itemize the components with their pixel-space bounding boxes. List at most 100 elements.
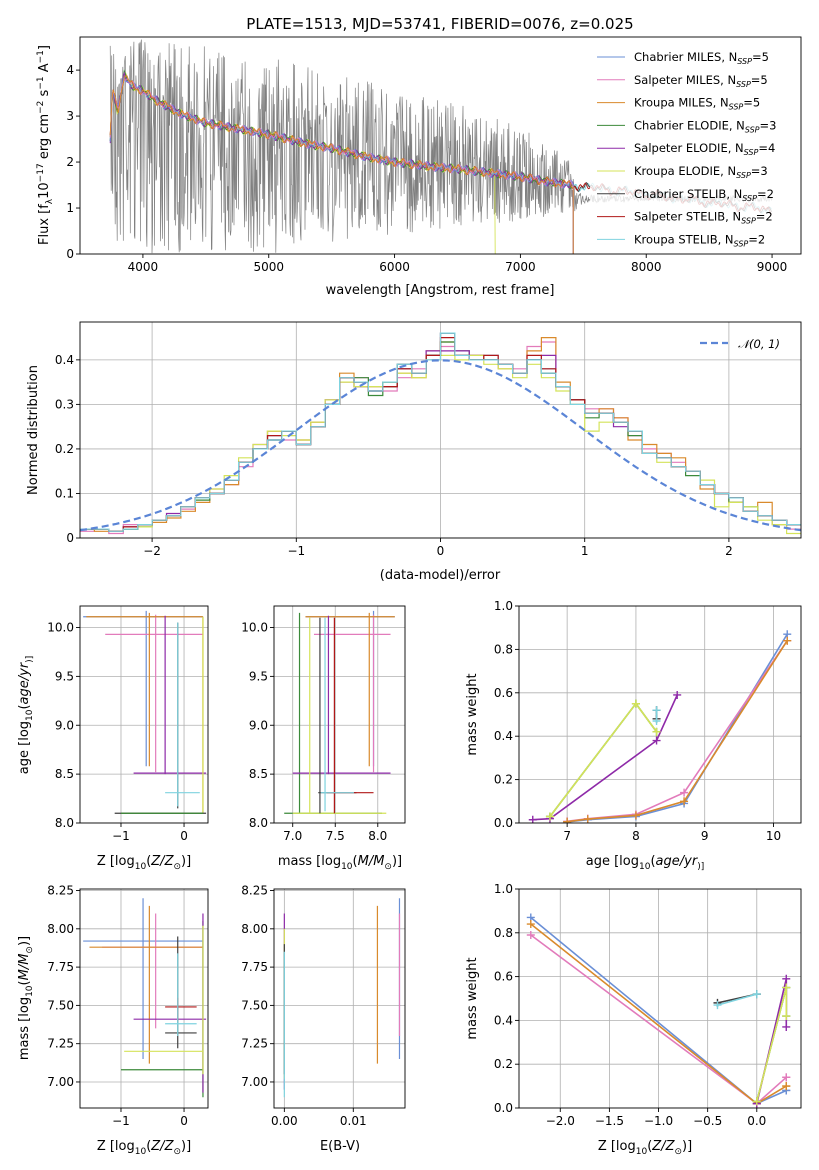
y-axis-label: mass weight (465, 957, 480, 1039)
plus-marker (526, 920, 535, 929)
x-tick-label: −2.0 (546, 1114, 575, 1128)
label-part: ⊙ (173, 1147, 181, 1157)
x-tick-label: −1 (287, 544, 305, 558)
axes-border (79, 605, 209, 824)
y-tick-label: 0.8 (494, 926, 513, 940)
plot-area (80, 606, 208, 823)
x-tick-label: 7000 (505, 260, 536, 274)
axes-frame: 7 8 9 10 0.0 0.2 0.4 0.6 0.8 1.0 mass weight age [l… (465, 599, 802, 872)
axes-frame: −2.0 −1.5 −1.0 −0.5 0.0 0.0 0.2 0.4 0.6 0.8 1.0 mas… (465, 882, 802, 1157)
label-part: Flux [f (37, 204, 52, 245)
x-tick-label: −1 (112, 1114, 130, 1128)
label-part: SSP (745, 125, 760, 134)
label-part: )] (181, 1139, 191, 1154)
label-part: SSP (736, 80, 751, 89)
x-tick-label: 0.00 (271, 1114, 298, 1128)
label-part: 10 (25, 985, 35, 997)
label-part: −2 (36, 101, 46, 114)
y-tick-label: 8.25 (241, 884, 268, 898)
label-part: 10 (25, 709, 35, 721)
label-part: mass [log (278, 854, 341, 869)
label-part: Z/Z (150, 854, 174, 869)
plus-marker (563, 817, 572, 823)
label-part: Z [log (97, 854, 135, 869)
plus-marker (752, 990, 761, 999)
label-part: =4 (758, 141, 775, 155)
label-part: SSP (741, 217, 756, 226)
label-part: SSP (729, 103, 744, 112)
legend-label: Kroupa MILES, NSSP=5 (634, 96, 760, 112)
y-tick-label: 7.50 (241, 998, 268, 1012)
label-part: Kroupa STELIB, N (634, 232, 734, 246)
y-tick-label: 8.0 (249, 816, 268, 830)
x-axis-label: (data-model)/error (380, 568, 501, 583)
plus-marker (782, 1022, 791, 1031)
plus-marker (782, 983, 791, 992)
figure-title: PLATE=1513, MJD=53741, FIBERID=0076, z=0… (246, 15, 633, 33)
x-tick-label: 8 (632, 829, 640, 843)
label-part: Kroupa MILES, N (634, 96, 729, 110)
panel-mass-vs-ebv: 0.00 0.01 7.00 7.25 7.50 7.75 8.00 8.25 E(B-V) (241, 884, 406, 1154)
y-tick-label: 7.75 (241, 960, 268, 974)
label-part: Chabrier MILES, N (634, 50, 737, 64)
y-tick-label: 8.5 (249, 767, 268, 781)
label-part: )] (25, 656, 35, 663)
legend-label: Chabrier STELIB, NSSP=2 (634, 187, 774, 203)
y-tick-label: 0.6 (494, 686, 513, 700)
label-part: age/yr (656, 854, 699, 869)
x-tick-label: 0.01 (340, 1114, 367, 1128)
panel-mass-weight-vs-Z: −2.0 −1.5 −1.0 −0.5 0.0 0.0 0.2 0.4 0.6 0.8 1.0 mas… (465, 882, 802, 1157)
legend-label: Kroupa ELODIE, NSSP=3 (634, 164, 768, 180)
y-axis-label: mass [log10(M/M⊙)] (17, 936, 35, 1060)
legend-label: Chabrier MILES, NSSP=5 (634, 50, 769, 66)
y-tick-label: 8.5 (55, 767, 74, 781)
x-tick-label: 1 (581, 544, 589, 558)
y-tick-label: 0.1 (55, 486, 74, 500)
label-part: Salpeter MILES, N (634, 73, 736, 87)
label-part: age [log (586, 854, 639, 869)
y-tick-label: 9.0 (249, 718, 268, 732)
plot-area (274, 606, 405, 823)
y-tick-label: 7.25 (47, 1037, 74, 1051)
label-part: ( (17, 980, 32, 985)
label-part: age [log (17, 721, 32, 774)
x-tick-label: 9000 (757, 260, 788, 274)
x-tick-label: 10 (766, 829, 781, 843)
x-tick-label: 0 (180, 1114, 188, 1128)
axes-border (273, 888, 406, 1109)
plus-marker (652, 706, 661, 715)
label-part: =5 (752, 50, 769, 64)
axes-frame: 7.0 7.5 8.0 8.0 8.5 9.0 9.5 10.0 mass [log10(M/M… (241, 605, 406, 872)
y-tick-label: 7.00 (47, 1075, 74, 1089)
label-part: −17 (36, 163, 46, 182)
y-tick-label: 0.4 (55, 353, 74, 367)
label-part: ] (37, 45, 52, 50)
x-axis-label: age [log10(age/yr)] (586, 854, 704, 872)
y-tick-label: 3 (66, 109, 74, 123)
axes-frame: −2 −1 0 1 2 0 0.1 0.2 0.3 0.4 Normed distribution (… (26, 321, 802, 583)
plus-marker (783, 636, 792, 645)
label-part: Z/Z (651, 1139, 675, 1154)
plus-marker (528, 815, 537, 823)
label-part: mass [log (17, 997, 32, 1060)
panel-mass-vs-Z: −1 07.007.257.507.758.008.25Z [log10(Z/Z⊙… (17, 884, 209, 1157)
legend-label: Salpeter STELIB, NSSP=2 (634, 210, 773, 226)
y-axis-label: mass weight (465, 673, 480, 755)
x-tick-label: 7.5 (326, 829, 345, 843)
x-tick-label: −1.5 (595, 1114, 624, 1128)
x-tick-label: 0 (180, 829, 188, 843)
x-tick-label: 8.0 (368, 829, 387, 843)
plot-content (274, 606, 405, 823)
label-part: Salpeter STELIB, N (634, 210, 741, 224)
y-tick-label: 0.8 (494, 642, 513, 656)
label-part: ( (146, 854, 151, 869)
plot-content (519, 889, 801, 1108)
label-part: )] (17, 936, 32, 946)
label-part: ⊙ (674, 1147, 682, 1157)
label-part: =2 (756, 210, 773, 224)
axes-border (518, 888, 802, 1109)
label-part: )] (697, 862, 704, 872)
label-part: SSP (737, 57, 752, 66)
